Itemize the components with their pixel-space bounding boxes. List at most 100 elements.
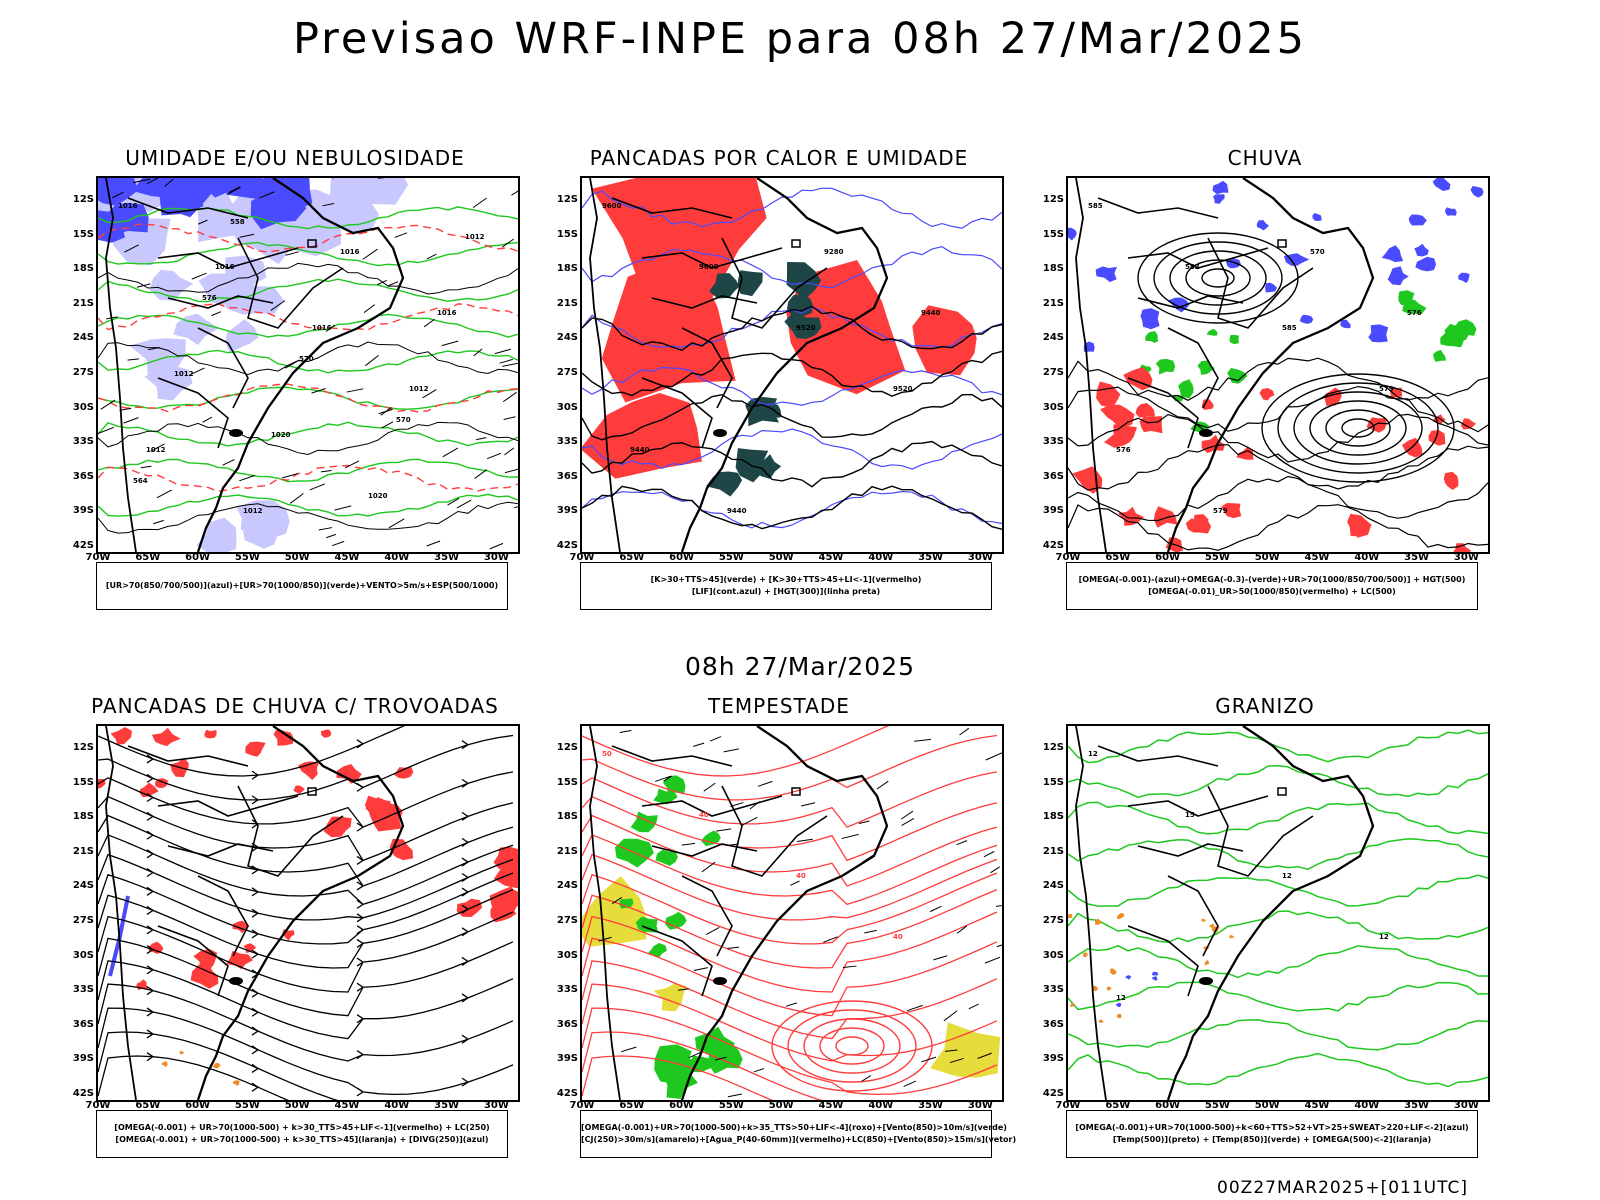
rain-area bbox=[1185, 518, 1212, 534]
flow-arrow bbox=[461, 837, 470, 847]
longitude-label: 30W bbox=[483, 552, 509, 563]
wind-vector bbox=[124, 244, 139, 253]
wind-vector bbox=[140, 465, 152, 469]
page-title: Previsao WRF-INPE para 08h 27/Mar/2025 bbox=[293, 14, 1307, 64]
flow-arrow bbox=[461, 904, 470, 914]
convection-area bbox=[232, 1080, 240, 1086]
longitude-label: 70W bbox=[569, 552, 595, 563]
omega-area bbox=[1098, 1019, 1104, 1023]
latitude-label: 39S bbox=[72, 505, 94, 517]
streamline bbox=[98, 726, 406, 777]
flow-arrow bbox=[146, 925, 155, 935]
thunderstorm-area bbox=[323, 816, 352, 838]
wind-contour bbox=[835, 1036, 869, 1056]
height-contour bbox=[1201, 268, 1235, 288]
rain-area bbox=[1135, 403, 1155, 418]
latitude-label: 42S bbox=[556, 540, 578, 551]
wind-vector bbox=[494, 348, 512, 355]
temp-850-contour bbox=[1068, 874, 1488, 907]
temp-850-contour bbox=[1068, 1052, 1488, 1088]
latitude-label: 36S bbox=[72, 470, 94, 482]
wind-vector bbox=[864, 929, 877, 934]
jet-stream-area bbox=[930, 1022, 1001, 1078]
latitude-label: 27S bbox=[72, 367, 94, 378]
wind-vector bbox=[621, 1046, 637, 1053]
latitude-label: 36S bbox=[556, 470, 578, 482]
height-contour bbox=[1068, 385, 1488, 433]
wind-vector bbox=[239, 474, 255, 482]
flow-arrow bbox=[146, 867, 155, 878]
wind-vector bbox=[150, 443, 165, 452]
wind-vector bbox=[841, 833, 859, 840]
wind-strong-area bbox=[635, 916, 659, 933]
streamline-850 bbox=[582, 795, 998, 862]
omega-area bbox=[1387, 266, 1409, 286]
thunderstorm-area bbox=[456, 898, 483, 917]
wind-strong-area bbox=[701, 830, 721, 847]
wind-vector bbox=[705, 926, 720, 936]
omega-area bbox=[1229, 935, 1234, 939]
panel-legend: [OMEGA(-0.001) + UR>70(1000-500) + k>30_… bbox=[96, 1110, 508, 1158]
wind-vector bbox=[426, 253, 437, 260]
latitude-label: 21S bbox=[1042, 297, 1064, 309]
omega-area bbox=[1432, 178, 1451, 191]
longitude-label: 60W bbox=[185, 552, 211, 563]
omega-area bbox=[1201, 918, 1206, 922]
streamline bbox=[98, 889, 514, 969]
contour-label: 579 bbox=[1213, 507, 1228, 515]
wind-vector bbox=[943, 1010, 958, 1022]
wind-vector bbox=[146, 178, 159, 185]
longitude-label: 65W bbox=[135, 552, 161, 563]
latitude-label: 30S bbox=[1042, 401, 1064, 413]
wind-vector bbox=[977, 1052, 992, 1059]
latitude-label: 12S bbox=[72, 194, 94, 205]
contour-label: 12 bbox=[1379, 933, 1389, 941]
latitude-label: 12S bbox=[556, 194, 578, 205]
instability-area bbox=[591, 178, 767, 302]
flow-arrow bbox=[461, 872, 470, 883]
humidity-light-area bbox=[236, 501, 285, 538]
rain-area bbox=[1201, 399, 1214, 410]
omega-strong-area bbox=[1229, 334, 1239, 345]
latitude-label: 33S bbox=[72, 436, 94, 448]
rain-area bbox=[1153, 506, 1178, 528]
wind-vector bbox=[346, 388, 364, 393]
flow-arrow bbox=[146, 986, 155, 996]
omega-strong-area bbox=[1155, 358, 1176, 375]
omega-strong-area bbox=[1206, 328, 1218, 336]
omega-strong-area bbox=[1402, 299, 1427, 314]
streamline bbox=[98, 734, 514, 801]
humidity-low-contour bbox=[98, 278, 518, 303]
flow-arrow bbox=[146, 886, 155, 896]
wind-vector bbox=[727, 946, 740, 949]
latitude-label: 12S bbox=[72, 742, 94, 753]
convection-area bbox=[179, 1050, 184, 1055]
thunderstorm-area bbox=[151, 727, 181, 747]
flow-arrow bbox=[146, 1007, 155, 1017]
omega-strong-area bbox=[1227, 368, 1248, 384]
wind-vector bbox=[723, 748, 739, 753]
rain-area bbox=[1347, 513, 1372, 537]
height-contour bbox=[1137, 232, 1299, 324]
latitude-label: 12S bbox=[556, 742, 578, 753]
latitude-label: 24S bbox=[1042, 880, 1064, 892]
omega-strong-area bbox=[1145, 331, 1159, 343]
wind-vector bbox=[322, 203, 335, 207]
wind-vector bbox=[190, 367, 205, 375]
omega-area bbox=[1340, 319, 1351, 329]
thickness-contour bbox=[98, 383, 518, 413]
wind-vector bbox=[239, 233, 255, 238]
latitude-label: 21S bbox=[556, 845, 578, 857]
omega-area bbox=[1068, 227, 1077, 241]
panel-pancadas-trovoadas: PANCADAS DE CHUVA C/ TROVOADAS 12S 15S 18S 2… bbox=[60, 694, 530, 1184]
wind-vector bbox=[309, 483, 326, 491]
contour-label: 570 bbox=[299, 355, 314, 363]
omega-area bbox=[1458, 272, 1470, 284]
humidity-light-area bbox=[196, 517, 237, 552]
latitude-label: 27S bbox=[1042, 915, 1064, 926]
legend-line: [OMEGA(-0.001) + UR>70(1000-500) + k>30_… bbox=[115, 1135, 489, 1144]
omega-area bbox=[1110, 968, 1117, 975]
wind-vector bbox=[956, 925, 968, 934]
streamline-850 bbox=[582, 1055, 773, 1100]
panel-legend: [OMEGA(-0.001)+UR>70(1000-500)+k>35_TTS>… bbox=[580, 1110, 1016, 1158]
